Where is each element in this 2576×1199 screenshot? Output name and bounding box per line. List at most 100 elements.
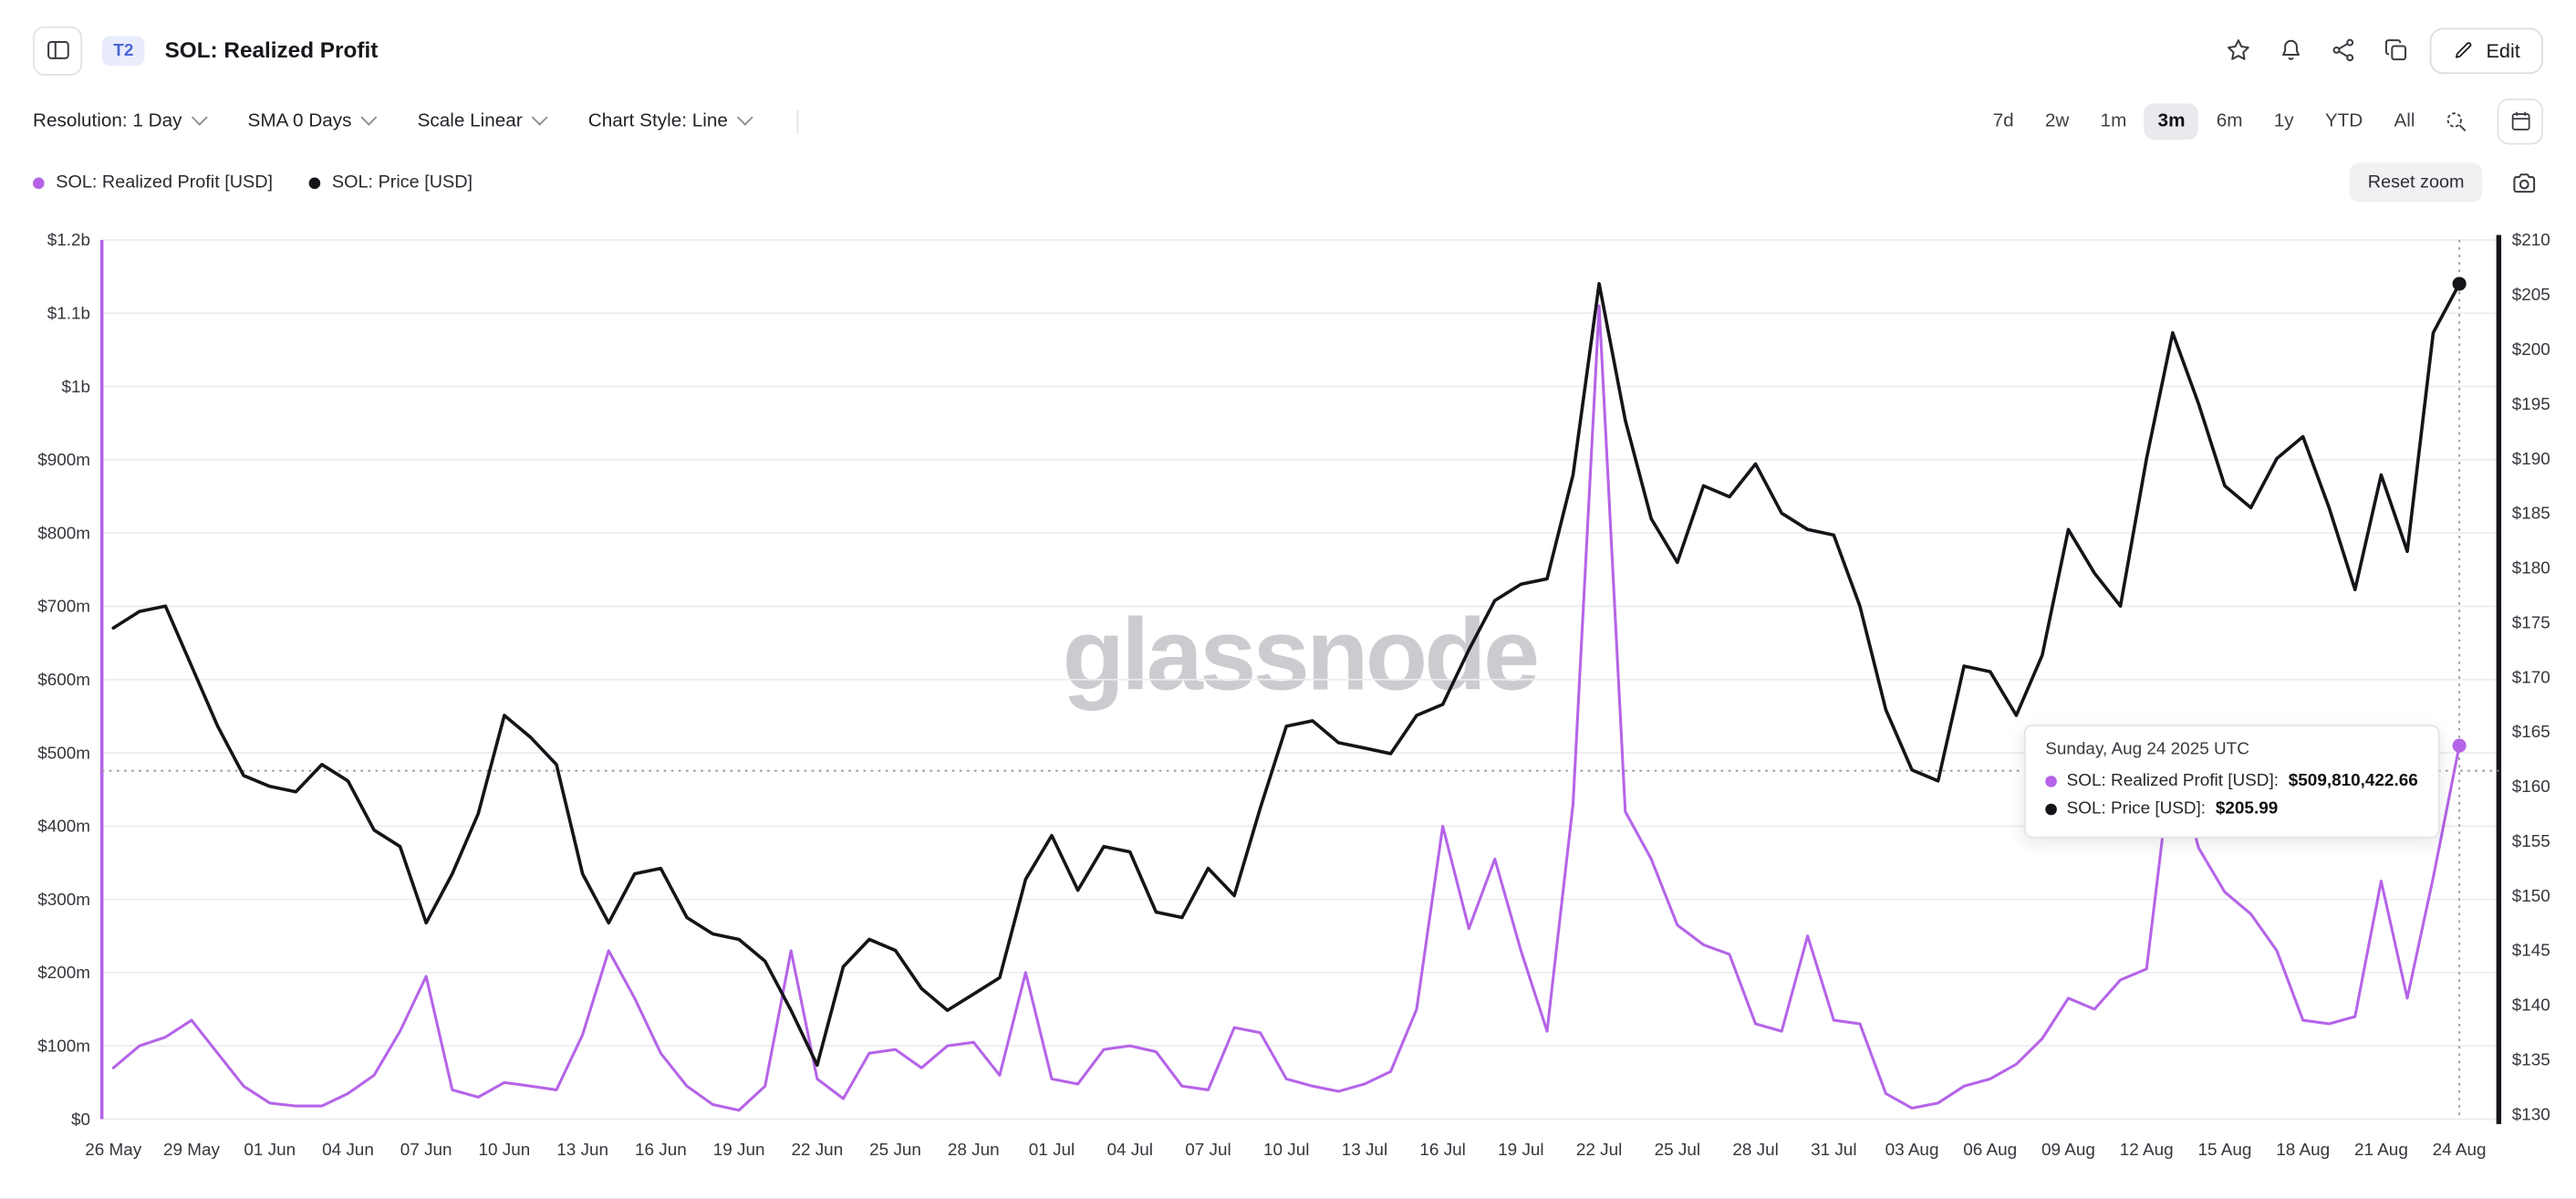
- left-axis-tick-label: $300m: [37, 891, 90, 910]
- dropdown-label: SMA 0 Days: [247, 110, 352, 131]
- chart-tab-badge[interactable]: T2: [101, 36, 145, 66]
- range-button-3m[interactable]: 3m: [2145, 102, 2198, 140]
- realized-profit-end-dot: [2452, 739, 2467, 754]
- right-axis-tick-label: $210: [2512, 232, 2550, 251]
- chevron-down-icon: [360, 109, 378, 126]
- right-axis-tick-label: $200: [2512, 341, 2550, 360]
- x-axis-tick-label: 28 Jul: [1732, 1142, 1778, 1161]
- tooltip-date: Sunday, Aug 24 2025 UTC: [2045, 739, 2249, 760]
- x-axis-tick-label: 29 May: [163, 1142, 221, 1161]
- pencil-icon: [2456, 42, 2472, 59]
- x-axis-tick-label: 13 Jun: [556, 1142, 608, 1161]
- right-axis-tick-label: $140: [2512, 996, 2550, 1016]
- right-axis-tick-label: $130: [2512, 1106, 2550, 1125]
- x-axis-tick-label: 22 Jun: [791, 1142, 843, 1161]
- right-axis-tick-label: $190: [2512, 450, 2550, 469]
- x-axis-tick-label: 31 Jul: [1811, 1142, 1856, 1161]
- range-button-1y[interactable]: 1y: [2260, 103, 2307, 140]
- star-icon: [2228, 39, 2250, 61]
- x-axis-tick-label: 28 Jun: [948, 1142, 1000, 1161]
- zoom-area-button[interactable]: [2438, 103, 2475, 140]
- range-buttons: 7d 2w 1m 3m 6m 1y YTD All: [1979, 102, 2428, 140]
- bell-icon: [2282, 40, 2301, 61]
- left-axis-tick-label: $1b: [62, 378, 91, 397]
- range-button-all[interactable]: All: [2381, 103, 2428, 140]
- sidebar-toggle-button[interactable]: [33, 26, 83, 76]
- x-axis-tick-label: 18 Aug: [2276, 1142, 2330, 1161]
- topbar: T2 SOL: Realized Profit Edit: [0, 0, 2576, 95]
- left-axis-tick-label: $0: [71, 1110, 90, 1130]
- chart-toolbar: Resolution: 1 Day SMA 0 Days Scale Linear C…: [0, 95, 2576, 147]
- right-axis-tick-label: $155: [2512, 833, 2550, 852]
- tooltip-rows: SOL: Realized Profit [USD]: $509,810,422…: [2045, 768, 2418, 824]
- dropdown-scale[interactable]: Scale Linear: [418, 109, 548, 130]
- price-end-dot: [2452, 277, 2467, 292]
- duplicate-button[interactable]: [2378, 32, 2415, 69]
- x-axis-tick-label: 04 Jul: [1107, 1142, 1153, 1161]
- range-button-6m[interactable]: 6m: [2203, 103, 2256, 140]
- x-axis-tick-label: 13 Jul: [1342, 1142, 1387, 1161]
- sidebar-toggle-icon: [47, 41, 68, 60]
- tooltip-series-value: $509,810,422.66: [2288, 771, 2418, 791]
- right-axis-tick-label: $205: [2512, 287, 2550, 306]
- chevron-down-icon: [191, 109, 208, 126]
- alerts-button[interactable]: [2272, 32, 2310, 69]
- x-axis-tick-label: 25 Jun: [869, 1142, 921, 1161]
- legend-dot: [33, 177, 45, 189]
- right-axis-tick-label: $145: [2512, 942, 2550, 961]
- x-axis-tick-label: 10 Jul: [1263, 1142, 1309, 1161]
- x-axis-tick-label: 12 Aug: [2120, 1142, 2174, 1161]
- share-button[interactable]: [2325, 32, 2363, 69]
- chevron-down-icon: [531, 109, 548, 126]
- topbar-left: T2 SOL: Realized Profit: [33, 26, 378, 76]
- x-axis-tick-label: 16 Jun: [635, 1142, 687, 1161]
- camera-icon: [2513, 173, 2536, 193]
- right-axis-tick-label: $175: [2512, 614, 2550, 633]
- x-axis-tick-label: 16 Jul: [1419, 1142, 1465, 1161]
- range-button-7d[interactable]: 7d: [1979, 103, 2027, 140]
- x-axis-tick-label: 04 Jun: [322, 1142, 374, 1161]
- screenshot-button[interactable]: [2506, 164, 2543, 202]
- x-axis-tick-label: 15 Aug: [2197, 1142, 2251, 1161]
- glassnode-watermark: glassnode: [1062, 600, 1540, 714]
- calendar-button[interactable]: [2497, 98, 2543, 144]
- x-axis-tick-label: 03 Aug: [1885, 1142, 1939, 1161]
- legend-item[interactable]: SOL: Realized Profit [USD]: [33, 173, 273, 193]
- right-axis-tick-label: $195: [2512, 395, 2550, 414]
- right-axis-tick-label: $135: [2512, 1051, 2550, 1070]
- x-axis-tick-label: 21 Aug: [2354, 1142, 2408, 1161]
- x-axis-tick-label: 24 Aug: [2433, 1142, 2487, 1161]
- legend-label: SOL: Price [USD]: [331, 172, 473, 193]
- x-axis-tick-label: 07 Jul: [1185, 1142, 1231, 1161]
- chart-plot[interactable]: $0 $100m $200m $300m $400m $500m $600m $700m $80…: [0, 219, 2576, 1199]
- left-axis-tick-label: $1.1b: [47, 305, 90, 324]
- calendar-icon: [2510, 112, 2529, 131]
- chevron-down-icon: [736, 109, 753, 126]
- x-axis-tick-label: 09 Aug: [2041, 1142, 2095, 1161]
- reset-zoom-button[interactable]: Reset zoom: [2349, 163, 2483, 203]
- left-axis-tick-label: $1.2b: [47, 232, 90, 251]
- x-axis-tick-label: 10 Jun: [479, 1142, 531, 1161]
- legend-row: SOL: Realized Profit [USD] SOL: Price [US…: [0, 147, 2576, 219]
- legend-item[interactable]: SOL: Price [USD]: [308, 172, 473, 193]
- range-button-2w[interactable]: 2w: [2031, 103, 2082, 140]
- share-icon: [2333, 39, 2354, 62]
- favorite-button[interactable]: [2220, 32, 2258, 69]
- range-controls: 7d 2w 1m 3m 6m 1y YTD All: [1979, 98, 2543, 144]
- chart-area[interactable]: glassnode $0 $100m $200m $300m $400m $500m $60…: [0, 219, 2576, 1199]
- page-title: SOL: Realized Profit: [164, 38, 379, 64]
- dropdown-resolution[interactable]: Resolution: 1 Day: [33, 109, 208, 130]
- left-axis-tick-label: $600m: [37, 672, 90, 691]
- tooltip-series-label: SOL: Price [USD]:: [2066, 798, 2207, 819]
- dropdown-sma[interactable]: SMA 0 Days: [247, 109, 378, 131]
- dropdown-chart-style[interactable]: Chart Style: Line: [588, 109, 753, 130]
- x-axis-tick-label: 19 Jun: [713, 1142, 765, 1161]
- range-button-1m[interactable]: 1m: [2087, 103, 2140, 140]
- zoom-area-icon: [2446, 111, 2467, 131]
- x-axis-tick-label: 06 Aug: [1963, 1142, 2017, 1161]
- range-button-ytd[interactable]: YTD: [2311, 103, 2375, 140]
- chart-settings-dropdowns: Resolution: 1 Day SMA 0 Days Scale Linear C…: [33, 109, 798, 132]
- edit-button[interactable]: Edit: [2430, 27, 2543, 74]
